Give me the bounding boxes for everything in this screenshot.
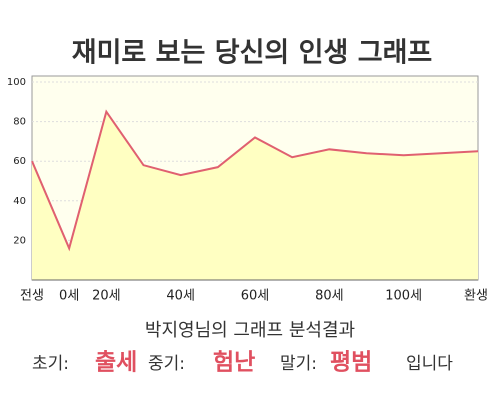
x-tick-label: 80세 xyxy=(315,289,344,304)
late-label: 말기: xyxy=(280,354,317,374)
middle-label: 중기: xyxy=(148,354,185,374)
x-tick-label: 60세 xyxy=(241,289,270,304)
y-tick-label: 100 xyxy=(7,77,26,88)
early-result: 출세 xyxy=(95,350,137,376)
y-tick-label: 20 xyxy=(13,235,26,246)
y-tick-label: 60 xyxy=(13,156,26,167)
early-label: 초기: xyxy=(32,354,69,374)
x-tick-label: 40세 xyxy=(166,289,195,304)
middle-result: 험난 xyxy=(213,350,255,376)
x-tick-label: 20세 xyxy=(92,289,121,304)
chart-title: 재미로 보는 당신의 인생 그래프 xyxy=(72,38,433,69)
late-result: 평범 xyxy=(330,350,372,376)
result-heading: 박지영님의 그래프 분석결과 xyxy=(145,320,355,341)
line xyxy=(31,109,479,252)
y-tick-label: 40 xyxy=(13,196,26,207)
x-tick-label: 100세 xyxy=(385,289,422,304)
ending: 입니다 xyxy=(406,354,453,374)
x-tick-label: 전생 xyxy=(20,289,44,304)
y-tick-label: 80 xyxy=(13,117,26,128)
x-tick-label: 0세 xyxy=(59,289,79,304)
x-tick-label: 환생 xyxy=(464,289,488,304)
